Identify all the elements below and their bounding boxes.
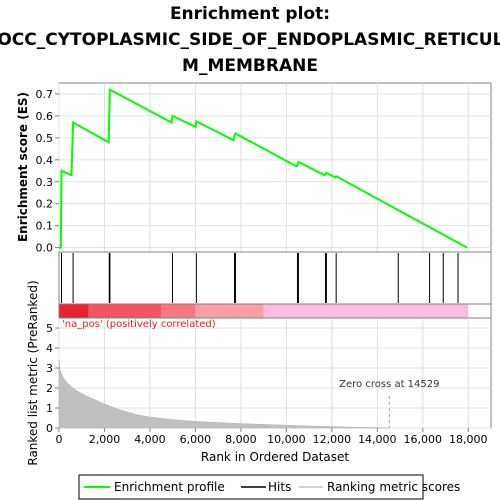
x-tick-label: 2,000: [89, 433, 121, 446]
es-tick-label: 0.3: [36, 176, 54, 189]
es-y-axis-label: Enrichment score (ES): [16, 92, 30, 242]
metric-tick-label: 4: [46, 342, 53, 355]
zero-cross-annotation: Zero cross at 14529: [339, 379, 439, 390]
x-axis-label: Rank in Ordered Dataset: [201, 450, 349, 464]
es-y-ticks: 0.0 0.1 0.2 0.3 0.4 0.5 0.6 0.7: [36, 88, 59, 255]
metric-panel-frame: [58, 317, 492, 429]
hits-panel: [58, 251, 492, 305]
metric-tick-label: 0: [46, 422, 53, 435]
es-gridlines: [58, 83, 491, 252]
legend-label-ranking-metric-scores: Ranking metric scores: [327, 480, 460, 494]
chart-title-line-1: Enrichment plot:: [170, 4, 330, 24]
legend-label-hits: Hits: [268, 480, 291, 494]
metric-tick-label: 5: [46, 322, 53, 335]
es-tick-label: 0.7: [36, 88, 54, 101]
legend-label-enrichment-profile: Enrichment profile: [114, 480, 225, 494]
x-tick-label: 4,000: [134, 433, 166, 446]
x-tick-label: 6,000: [180, 433, 212, 446]
x-tick-label: 0: [56, 433, 63, 446]
positive-correlation-annotation: 'na_pos' (positively correlated): [62, 319, 216, 330]
x-axis-ticks: 0 2,000 4,000 6,000 8,000 10,000 12,000 14,000 1…: [56, 428, 488, 446]
es-panel-frame: [58, 82, 492, 253]
metric-y-axis-label: Ranked list metric (PreRanked): [26, 280, 40, 465]
legend: Enrichment profile Hits Ranking metric s…: [78, 474, 460, 500]
es-tick-label: 0.1: [36, 220, 54, 233]
x-tick-label: 16,000: [404, 433, 443, 446]
heat-bar-segment: [88, 304, 162, 318]
es-panel: 0.0 0.1 0.2 0.3 0.4 0.5 0.6 0.7 Enrichment scor…: [16, 82, 492, 255]
x-tick-label: 14,000: [358, 433, 397, 446]
heat-bar-segment: [195, 304, 264, 318]
heat-bar-segment: [59, 304, 89, 318]
es-tick-label: 0.0: [36, 242, 54, 255]
es-tick-label: 0.5: [36, 132, 54, 145]
metric-tick-label: 3: [46, 362, 53, 375]
metric-tick-label: 1: [46, 402, 53, 415]
x-tick-label: 12,000: [313, 433, 352, 446]
chart-title-line-3: M_MEMBRANE: [182, 56, 318, 76]
hit-markers: [61, 253, 459, 303]
chart-title-line-2: GOCC_CYTOPLASMIC_SIDE_OF_ENDOPLASMIC_RET…: [0, 30, 500, 50]
x-tick-label: 18,000: [449, 433, 488, 446]
es-tick-label: 0.4: [36, 154, 54, 167]
es-tick-label: 0.6: [36, 110, 54, 123]
enrichment-profile-line: [59, 87, 468, 249]
metric-panel: Zero cross at 14529 'na_pos' (positively…: [26, 280, 492, 466]
ranking-metric-area: [58, 359, 390, 429]
x-tick-label: 10,000: [267, 433, 306, 446]
heat-bar-segment: [161, 304, 196, 318]
metric-y-ticks: 0 1 2 3 4 5: [46, 322, 59, 435]
es-tick-label: 0.2: [36, 198, 54, 211]
metric-tick-label: 2: [46, 382, 53, 395]
ranked-list-heat-bar: [59, 304, 469, 318]
heat-bar-segment: [263, 304, 469, 318]
x-tick-label: 8,000: [225, 433, 257, 446]
hits-panel-frame: [58, 251, 492, 305]
